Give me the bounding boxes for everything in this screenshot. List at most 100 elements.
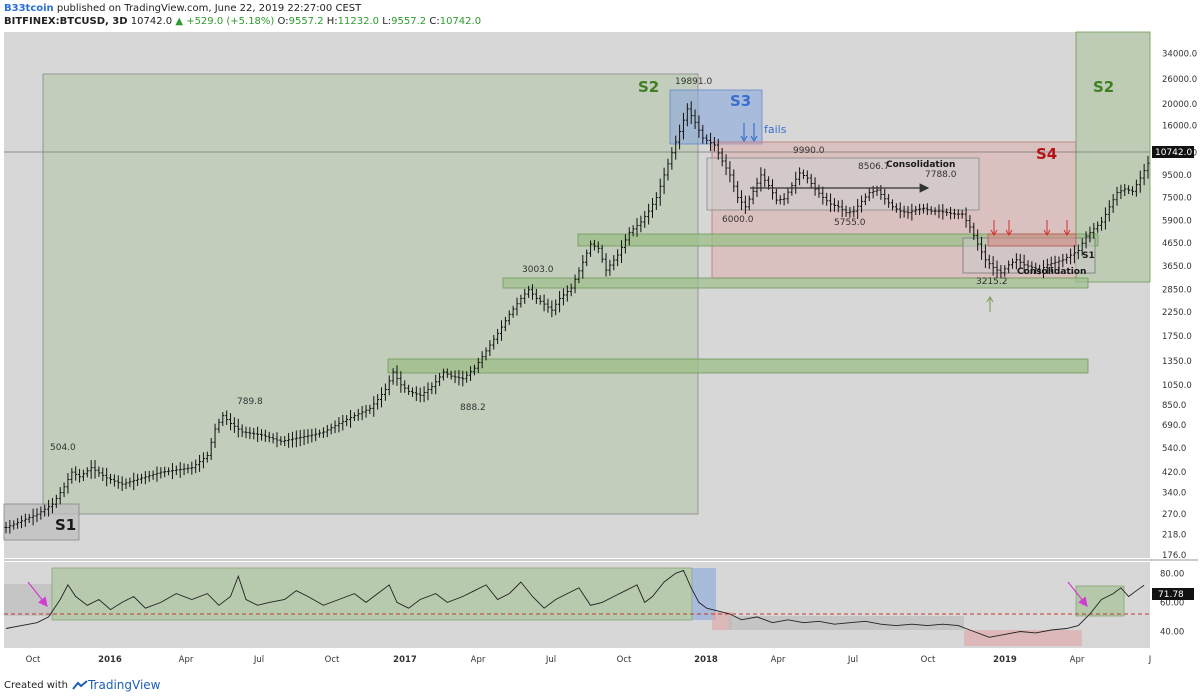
time-tick-label: Jul xyxy=(847,655,858,665)
ohlc-bar xyxy=(116,475,120,489)
ohlc-bar xyxy=(1061,253,1065,268)
ohlc-bar xyxy=(705,134,709,145)
ohlc-bar xyxy=(848,207,852,218)
time-tick-label: Oct xyxy=(26,655,41,665)
ohlc-bar xyxy=(612,255,616,271)
ohlc-bar xyxy=(163,466,167,478)
ohlc-bar xyxy=(573,274,577,294)
ohlc-bar xyxy=(786,187,790,204)
ohlc-bar xyxy=(732,169,736,193)
annot-8506: 8506.7 xyxy=(858,162,890,172)
ohlc-bar xyxy=(225,410,229,425)
ohlc-bar xyxy=(561,288,565,306)
ohlc-bar xyxy=(500,320,504,341)
ohlc-bar xyxy=(1003,265,1007,277)
open-value: 9557.2 xyxy=(288,16,324,27)
ohlc-bar xyxy=(530,284,534,300)
ohlc-bar xyxy=(283,436,287,447)
ohlc-bar xyxy=(1080,238,1084,256)
ohlc-bar xyxy=(306,429,310,444)
ohlc-bar xyxy=(201,452,205,469)
ohlc-bar xyxy=(232,417,236,433)
ohlc-bar xyxy=(325,424,329,438)
tradingview-logo[interactable]: TradingView xyxy=(72,678,161,692)
osc-zone-red-bottom xyxy=(964,630,1082,646)
ohlc-bar xyxy=(902,205,906,218)
ohlc-bar xyxy=(1142,163,1146,186)
ohlc-bar xyxy=(1111,194,1115,213)
ohlc-bar xyxy=(558,290,562,313)
price-tick-label: 2850.0 xyxy=(1162,286,1192,296)
ohlc-bar xyxy=(438,372,442,387)
ohlc-bar xyxy=(716,138,720,160)
ohlc-bar xyxy=(178,462,182,478)
ohlc-bar xyxy=(109,473,113,484)
ohlc-bar xyxy=(414,386,418,401)
ohlc-bar xyxy=(933,207,937,216)
ohlc-bar xyxy=(589,240,593,257)
ohlc-bar xyxy=(39,506,43,520)
ohlc-bar xyxy=(449,370,453,380)
ohlc-bar xyxy=(987,254,991,269)
ohlc-bar xyxy=(949,206,953,220)
ohlc-bar xyxy=(47,499,51,517)
ohlc-bar xyxy=(554,299,558,316)
ohlc-bar xyxy=(229,413,233,431)
ohlc-bar xyxy=(569,283,573,297)
ohlc-bar xyxy=(577,267,581,284)
ohlc-bar xyxy=(728,161,732,183)
ohlc-bar xyxy=(600,244,604,263)
price-tick-label: 850.0 xyxy=(1162,401,1186,411)
chart-canvas[interactable]: 504.0 789.8 888.2 3003.0 19891.0 6000.0 … xyxy=(0,30,1200,676)
ohlc-bar xyxy=(527,285,531,298)
ohlc-bar xyxy=(1038,264,1042,275)
price-tick-label: 1750.0 xyxy=(1162,332,1192,342)
ohlc-bar xyxy=(891,199,895,211)
ohlc-bar xyxy=(434,374,438,395)
price-tick-label: 420.0 xyxy=(1162,468,1186,478)
ohlc-bar xyxy=(209,437,213,461)
ohlc-bar xyxy=(1069,248,1073,265)
osc-last-tag xyxy=(1152,588,1194,600)
ohlc-bar xyxy=(914,205,918,216)
ohlc-bar xyxy=(380,387,384,408)
ohlc-bar xyxy=(136,473,140,487)
ohlc-bar xyxy=(480,351,484,369)
ohlc-bar xyxy=(678,124,682,150)
ohlc-bar xyxy=(813,177,817,196)
ohlc-bar xyxy=(333,420,337,434)
ohlc-bar xyxy=(337,417,341,433)
ohlc-bar xyxy=(50,497,54,514)
ohlc-bar xyxy=(476,357,480,373)
ohlc-bar xyxy=(898,202,902,219)
ohlc-bar xyxy=(805,170,809,184)
ohlc-bar xyxy=(956,209,960,220)
ohlc-bar xyxy=(418,387,422,403)
price-tick-label: 340.0 xyxy=(1162,488,1186,498)
ohlc-bar xyxy=(240,424,244,438)
ohlc-bar xyxy=(519,294,523,308)
ohlc-bar xyxy=(585,249,589,267)
ohlc-bar xyxy=(275,432,279,448)
ohlc-bar xyxy=(314,428,318,442)
price-tick-label: 26000.0 xyxy=(1162,75,1197,85)
author-name[interactable]: B33tcoin xyxy=(4,3,54,14)
ohlc-bar xyxy=(817,184,821,198)
annot-3003: 3003.0 xyxy=(522,265,554,275)
osc-magenta-arrow-left xyxy=(27,581,48,607)
ohlc-bar xyxy=(832,198,836,212)
ohlc-bar xyxy=(774,188,778,205)
ohlc-bar xyxy=(1100,216,1104,231)
label-s2-right: S2 xyxy=(1093,78,1114,96)
annot-6000: 6000.0 xyxy=(722,215,754,225)
ohlc-bar xyxy=(751,186,755,205)
ohlc-bar xyxy=(581,255,585,279)
osc-last-tag-text: 71.78 xyxy=(1158,590,1184,600)
price-tick-label: 7500.0 xyxy=(1162,193,1192,203)
ohlc-bar xyxy=(387,375,391,396)
price-tick-label: 2250.0 xyxy=(1162,308,1192,318)
ohlc-bar xyxy=(430,382,434,395)
ohlc-bar xyxy=(910,203,914,221)
ohlc-bar xyxy=(221,412,225,426)
ohlc-bar xyxy=(658,178,662,206)
